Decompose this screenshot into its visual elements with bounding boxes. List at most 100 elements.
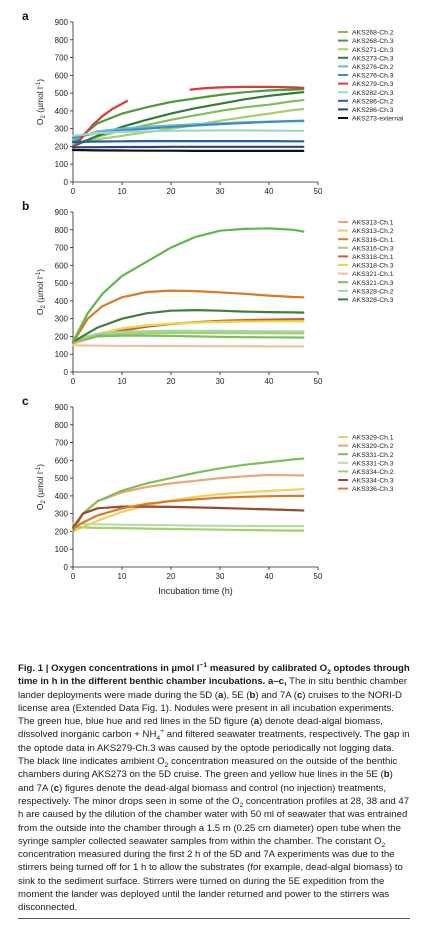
series-line-aks328-ch.2	[71, 329, 305, 342]
legend-label: AKS329-Ch.1	[352, 435, 394, 442]
legend-label: AKS334-Ch.3	[352, 478, 394, 485]
legend-label: AKS273-Ch.3	[352, 55, 394, 62]
x-tick-label: 0	[71, 187, 76, 196]
series-line-aks268-ch.3	[71, 88, 305, 144]
y-tick-label: 700	[55, 54, 69, 63]
legend-label: AKS318-Ch.1	[352, 254, 394, 261]
legend-label: AKS273-external	[352, 116, 404, 123]
y-tick-label: 0	[64, 368, 69, 377]
series-line-aks331-ch.3	[71, 522, 305, 528]
legend-label: AKS279-Ch.3	[352, 81, 394, 88]
y-tick-label: 700	[55, 244, 69, 253]
legend-label: AKS313-Ch.2	[352, 228, 394, 235]
y-tick-label: 900	[55, 208, 69, 217]
y-tick-label: 200	[55, 527, 69, 536]
x-tick-label: 30	[216, 187, 225, 196]
y-tick-label: 400	[55, 107, 69, 116]
series-line-aks273-external	[71, 148, 305, 152]
y-tick-label: 100	[55, 160, 69, 169]
legend-label: AKS328-Ch.2	[352, 288, 394, 295]
y-tick-label: 600	[55, 71, 69, 80]
y-tick-label: 900	[55, 403, 69, 412]
x-tick-label: 10	[118, 572, 127, 581]
x-tick-label: 0	[71, 572, 76, 581]
series-line-aks334-ch.2	[71, 525, 305, 532]
figure-caption: Fig. 1 | Oxygen concentrations in µmol l…	[18, 662, 410, 915]
x-axis-label: Incubation time (h)	[158, 586, 233, 596]
x-tick-label: 10	[118, 187, 127, 196]
x-tick-label: 0	[71, 377, 76, 386]
y-tick-label: 500	[55, 474, 69, 483]
series-line-aks321-ch.3	[71, 334, 305, 342]
legend-label: AKS313-Ch.1	[352, 220, 394, 227]
bottom-rule	[18, 918, 410, 919]
y-tick-label: 100	[55, 545, 69, 554]
caption-title: Oxygen concentrations in µmol l−1 measur…	[18, 661, 410, 688]
y-tick-label: 300	[55, 125, 69, 134]
y-tick-label: 600	[55, 261, 69, 270]
series-line-aks286-ch.3	[71, 145, 305, 149]
x-tick-label: 40	[265, 377, 274, 386]
series-line-aks282-ch.3	[71, 129, 305, 137]
series-line-aks336-ch.3	[71, 494, 305, 530]
legend-label: AKS276-Ch.2	[352, 64, 394, 71]
y-axis-label: O2 (µmol l-1)	[35, 464, 47, 510]
x-tick-label: 50	[314, 572, 323, 581]
legend-label: AKS268-Ch.2	[352, 30, 394, 37]
legend-label: AKS316-Ch.3	[352, 245, 394, 252]
series-line-unlabeled-10	[71, 227, 305, 343]
legend-label: AKS316-Ch.1	[352, 237, 394, 244]
series-line-aks328-ch.3	[71, 309, 305, 343]
y-axis-label: O2 (µmol l-1)	[35, 269, 47, 315]
y-tick-label: 200	[55, 332, 69, 341]
legend-label: AKS334-Ch.2	[352, 469, 394, 476]
x-tick-label: 40	[265, 572, 274, 581]
legend-label: AKS331-Ch.2	[352, 452, 394, 459]
y-tick-label: 300	[55, 315, 69, 324]
legend-label: AKS268-Ch.3	[352, 38, 394, 45]
caption-body: The in situ benthic chamber lander deplo…	[18, 676, 410, 914]
y-axis-label: O2 (µmol l-1)	[35, 79, 47, 125]
panel-label-b: b	[22, 199, 29, 213]
series-line-aks329-ch.1	[71, 488, 305, 533]
y-tick-label: 300	[55, 510, 69, 519]
series-line-aks321-ch.1	[71, 344, 305, 348]
y-tick-label: 800	[55, 226, 69, 235]
legend-label: AKS276-Ch.3	[352, 73, 394, 80]
series-line-aks331-ch.2	[71, 457, 305, 533]
x-tick-label: 20	[167, 187, 176, 196]
series-line-aks286-ch.2	[71, 140, 305, 144]
legend-label: AKS282-Ch.3	[352, 90, 394, 97]
series-line-aks316-ch.3	[71, 331, 305, 343]
y-tick-label: 100	[55, 350, 69, 359]
y-tick-label: 500	[55, 89, 69, 98]
y-tick-label: 900	[55, 18, 69, 27]
legend-label: AKS321-Ch.1	[352, 271, 394, 278]
y-tick-label: 400	[55, 492, 69, 501]
series-line-aks318-ch.3	[71, 320, 305, 343]
y-tick-label: 800	[55, 421, 69, 430]
y-tick-label: 0	[64, 178, 69, 187]
y-tick-label: 400	[55, 297, 69, 306]
panel-label-c: c	[22, 394, 29, 408]
x-tick-label: 30	[216, 572, 225, 581]
legend-label: AKS286-Ch.3	[352, 107, 394, 114]
legend-label: AKS331-Ch.3	[352, 460, 394, 467]
x-tick-label: 50	[314, 377, 323, 386]
x-tick-label: 10	[118, 377, 127, 386]
legend-label: AKS271-Ch.3	[352, 47, 394, 54]
series-line-aks334-ch.3	[71, 505, 305, 529]
x-tick-label: 30	[216, 377, 225, 386]
caption-fig-label: Fig. 1 |	[18, 663, 52, 674]
x-tick-label: 50	[314, 187, 323, 196]
legend-label: AKS328-Ch.3	[352, 297, 394, 304]
x-tick-label: 40	[265, 187, 274, 196]
y-tick-label: 800	[55, 36, 69, 45]
series-line-aks316-ch.1	[71, 289, 305, 344]
legend-label: AKS321-Ch.3	[352, 280, 394, 287]
legend-label: AKS318-Ch.3	[352, 263, 394, 270]
y-tick-label: 0	[64, 563, 69, 572]
x-tick-label: 20	[167, 572, 176, 581]
legend-label: AKS286-Ch.2	[352, 98, 394, 105]
